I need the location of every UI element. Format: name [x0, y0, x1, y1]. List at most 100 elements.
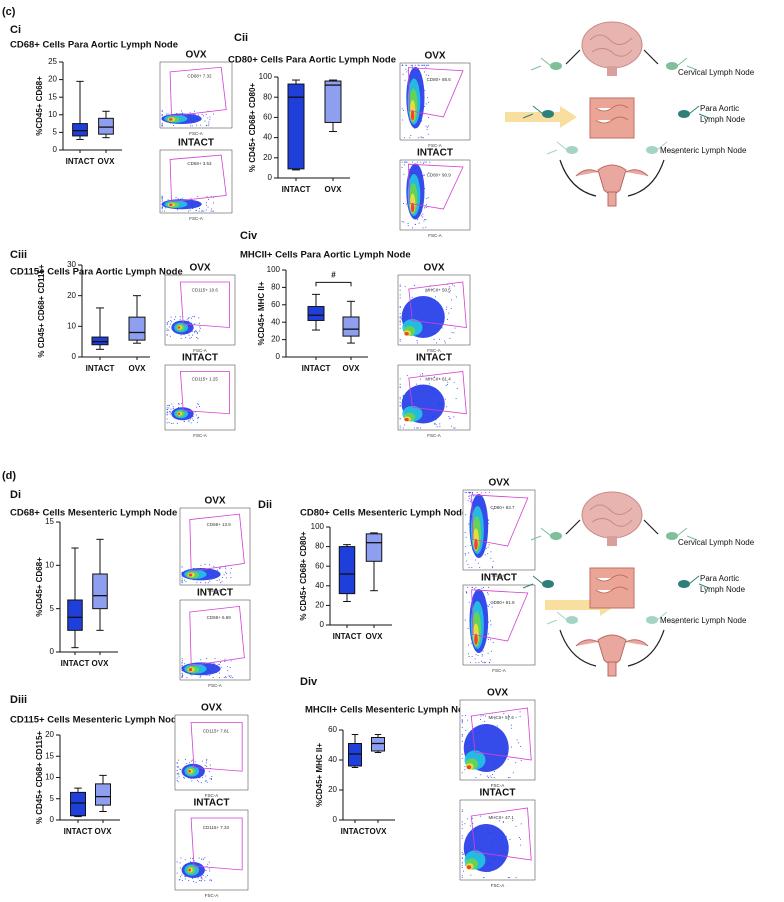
- event-dot: [399, 418, 401, 420]
- event-dot: [214, 658, 216, 660]
- event-dot: [197, 196, 199, 198]
- y-tick-label: 20: [67, 291, 76, 300]
- lymph-vessel: [530, 527, 552, 541]
- event-dot: [188, 419, 190, 421]
- panel-label: Cii: [234, 32, 248, 44]
- event-dot: [425, 103, 427, 105]
- x-tick-label: OVX: [92, 659, 110, 668]
- event-dot: [492, 642, 494, 644]
- diagram-label: Lymph Node: [700, 585, 746, 594]
- event-dot: [512, 820, 514, 822]
- event-dot: [196, 779, 198, 781]
- event-dot: [161, 114, 163, 116]
- event-dot: [467, 586, 469, 588]
- event-dot: [423, 161, 425, 163]
- event-dot: [424, 174, 426, 176]
- event-dot: [207, 582, 209, 584]
- event-dot: [171, 403, 173, 405]
- event-dot: [480, 660, 482, 662]
- event-dot: [206, 760, 208, 762]
- event-dot: [423, 64, 425, 66]
- event-dot: [161, 197, 163, 199]
- density: [404, 417, 409, 422]
- flow-x-label: FSC-A: [193, 433, 207, 438]
- uterus: [575, 634, 649, 665]
- event-dot: [166, 322, 168, 324]
- event-dot: [404, 161, 406, 163]
- density: [474, 633, 478, 646]
- event-dot: [435, 424, 437, 426]
- event-dot: [189, 209, 191, 211]
- event-dot: [166, 324, 168, 326]
- event-dot: [166, 409, 168, 411]
- event-dot: [180, 110, 182, 112]
- event-dot: [446, 306, 448, 308]
- event-dot: [210, 208, 212, 210]
- event-dot: [225, 571, 227, 573]
- event-dot: [200, 880, 202, 882]
- event-dot: [422, 162, 424, 164]
- event-dot: [461, 809, 463, 811]
- event-dot: [490, 624, 492, 626]
- y-tick-label: 80: [315, 542, 324, 551]
- event-dot: [488, 777, 490, 779]
- event-dot: [197, 114, 199, 116]
- event-dot: [509, 877, 511, 879]
- lymph-node: [566, 146, 578, 154]
- event-dot: [422, 137, 424, 139]
- y-tick-label: 60: [328, 725, 337, 734]
- event-dot: [428, 125, 430, 127]
- event-dot: [416, 161, 418, 163]
- event-dot: [464, 619, 466, 621]
- event-dot: [411, 64, 413, 66]
- event-dot: [487, 553, 489, 555]
- gate: [190, 817, 243, 871]
- event-dot: [413, 284, 415, 286]
- event-dot: [423, 106, 425, 108]
- event-dot: [406, 203, 408, 205]
- gate: [169, 66, 227, 117]
- event-dot: [399, 398, 401, 400]
- event-dot: [471, 655, 473, 657]
- event-dot: [464, 553, 466, 555]
- event-dot: [419, 378, 421, 380]
- event-dot: [484, 554, 486, 556]
- event-dot: [179, 316, 181, 318]
- event-dot: [195, 124, 197, 126]
- flow-x-label: FSC-A: [428, 233, 442, 238]
- box: [128, 316, 146, 341]
- event-dot: [403, 173, 405, 175]
- event-dot: [426, 198, 428, 200]
- event-dot: [428, 101, 430, 103]
- event-dot: [417, 218, 419, 220]
- event-dot: [168, 321, 170, 323]
- event-dot: [503, 821, 505, 823]
- event-dot: [479, 567, 481, 569]
- event-dot: [166, 330, 168, 332]
- event-dot: [225, 568, 227, 570]
- event-dot: [405, 68, 407, 70]
- gate: [169, 154, 227, 203]
- event-dot: [487, 546, 489, 548]
- gate-label: CD115+ 7.81: [203, 729, 230, 734]
- event-dot: [411, 296, 413, 298]
- y-tick-label: 0: [53, 145, 58, 154]
- event-dot: [202, 858, 204, 860]
- event-dot: [181, 664, 183, 666]
- y-tick-label: 40: [315, 581, 324, 590]
- event-dot: [183, 776, 185, 778]
- event-dot: [447, 381, 449, 383]
- event-dot: [176, 777, 178, 779]
- event-dot: [421, 64, 423, 66]
- event-dot: [468, 567, 470, 569]
- y-tick-label: 15: [48, 92, 57, 101]
- event-dot: [433, 338, 435, 340]
- event-dot: [399, 327, 401, 329]
- event-dot: [475, 586, 477, 588]
- event-dot: [401, 166, 403, 168]
- lymph-vessel: [688, 575, 710, 589]
- event-dot: [469, 501, 471, 503]
- flow-x-label: FSC-A: [208, 588, 222, 593]
- event-dot: [406, 374, 408, 376]
- event-dot: [480, 715, 482, 717]
